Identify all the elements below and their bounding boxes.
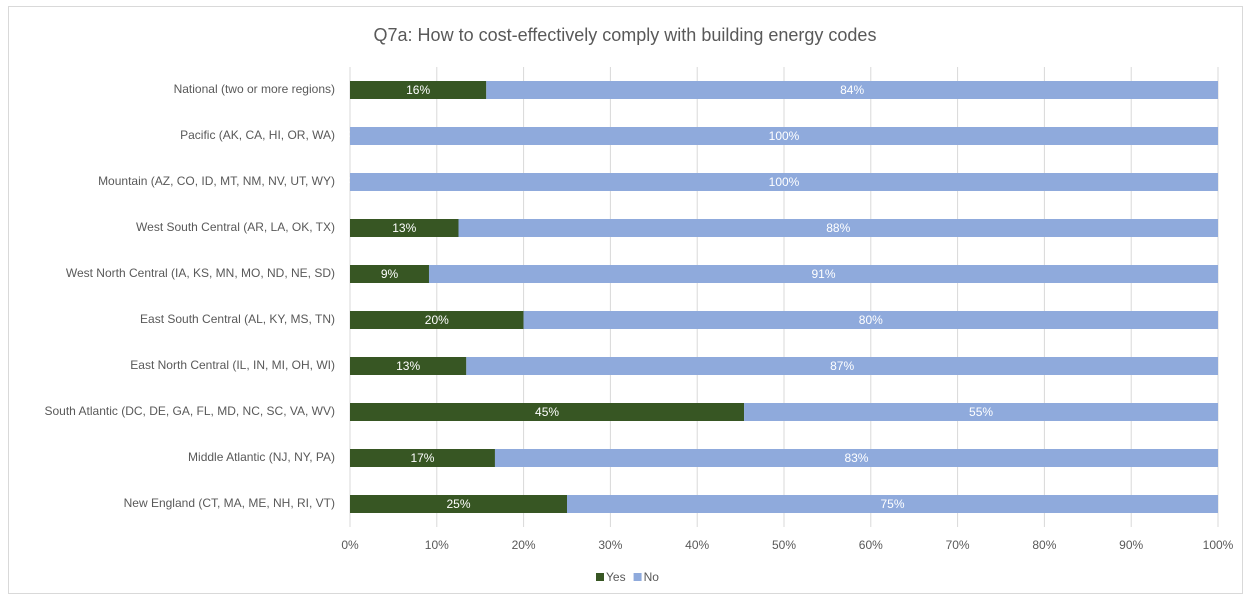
bar-segment [350, 357, 467, 375]
bar-segment [458, 219, 1218, 237]
chart-title: Q7a: How to cost-effectively comply with… [374, 25, 877, 45]
bar-segment [350, 265, 429, 283]
y-tick-label: West North Central (IA, KS, MN, MO, ND, … [66, 266, 335, 280]
y-tick-label: Mountain (AZ, CO, ID, MT, NM, NV, UT, WY… [98, 174, 335, 188]
x-tick-label: 100% [1203, 538, 1234, 552]
data-label: 13% [392, 221, 416, 235]
data-label: 25% [446, 497, 470, 511]
data-label: 45% [535, 405, 559, 419]
x-tick-label: 50% [772, 538, 796, 552]
data-label: 16% [406, 83, 430, 97]
data-label: 91% [811, 267, 835, 281]
x-tick-label: 30% [598, 538, 622, 552]
legend-swatch [596, 573, 604, 581]
x-tick-label: 0% [341, 538, 359, 552]
data-label: 87% [830, 359, 854, 373]
bar-segment [350, 403, 745, 421]
data-label: 13% [396, 359, 420, 373]
bar-segment [350, 495, 567, 513]
bar-segment [567, 495, 1218, 513]
data-label: 84% [840, 83, 864, 97]
data-label: 20% [425, 313, 449, 327]
y-tick-label: New England (CT, MA, ME, NH, RI, VT) [124, 496, 335, 510]
bar-segment [350, 127, 1218, 145]
y-tick-label: East North Central (IL, IN, MI, OH, WI) [130, 358, 335, 372]
x-tick-label: 40% [685, 538, 709, 552]
bar-segment [350, 173, 1218, 191]
x-tick-label: 80% [1032, 538, 1056, 552]
data-label: 75% [880, 497, 904, 511]
legend-label: Yes [606, 570, 626, 584]
x-tick-label: 70% [946, 538, 970, 552]
y-tick-label: Pacific (AK, CA, HI, OR, WA) [180, 128, 335, 142]
y-tick-label: National (two or more regions) [174, 82, 335, 96]
bar-segment [428, 265, 1218, 283]
bar-segment [486, 81, 1218, 99]
x-tick-label: 60% [859, 538, 883, 552]
y-tick-label: West South Central (AR, LA, OK, TX) [136, 220, 335, 234]
bar-segment [350, 219, 459, 237]
bar-segment [523, 311, 1218, 329]
x-tick-label: 20% [512, 538, 536, 552]
y-tick-label: East South Central (AL, KY, MS, TN) [140, 312, 335, 326]
x-tick-label: 90% [1119, 538, 1143, 552]
bar-segment [350, 311, 524, 329]
data-label: 100% [769, 175, 800, 189]
data-label: 88% [826, 221, 850, 235]
data-label: 9% [381, 267, 399, 281]
x-tick-label: 10% [425, 538, 449, 552]
bar-segment [466, 357, 1218, 375]
data-label: 80% [859, 313, 883, 327]
bar-segment [744, 403, 1218, 421]
legend-label: No [644, 570, 660, 584]
y-tick-label: Middle Atlantic (NJ, NY, PA) [188, 450, 335, 464]
bar-segment [494, 449, 1218, 467]
data-label: 55% [969, 405, 993, 419]
y-tick-label: South Atlantic (DC, DE, GA, FL, MD, NC, … [44, 404, 335, 418]
bar-segment [350, 449, 495, 467]
legend-swatch [633, 573, 642, 581]
data-label: 17% [410, 451, 434, 465]
bar-segment [350, 81, 487, 99]
data-label: 83% [844, 451, 868, 465]
data-label: 100% [769, 129, 800, 143]
